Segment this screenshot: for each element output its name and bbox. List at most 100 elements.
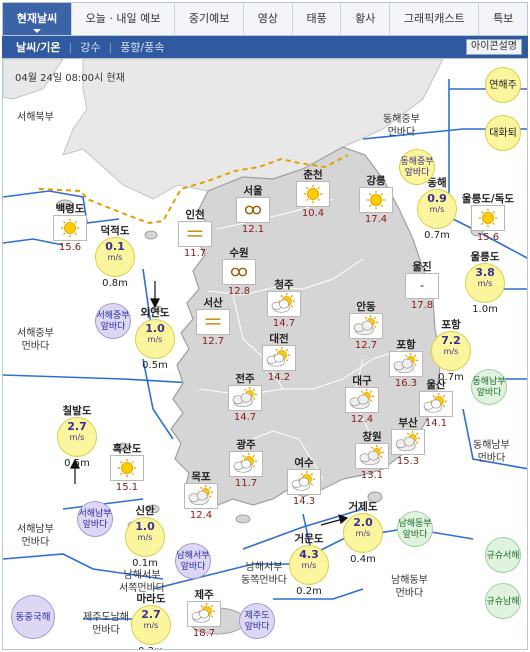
warning-line: 동해중부 xyxy=(400,157,434,167)
city-temperature: 14.2 xyxy=(267,372,291,383)
sea-label-line: 먼바다 xyxy=(477,453,506,464)
city-name: 서산 xyxy=(203,297,223,309)
wave-buoy-icon: 1.0 m/s xyxy=(135,319,175,359)
city-temperature: 15.6 xyxy=(476,232,500,243)
sea-label-line: 먼바다 xyxy=(387,127,416,138)
sea-label-line: 먼바다 xyxy=(92,625,120,636)
weather-yellow-dust-icon xyxy=(236,197,270,223)
warning-south-west-coast[interactable]: 남해서부 앞바다 xyxy=(175,543,211,579)
wave-height: 0.2m xyxy=(296,586,322,597)
weather-sunny-icon xyxy=(471,205,505,231)
city-name: 여수 xyxy=(294,457,314,469)
warning-line: 동해남부 xyxy=(472,377,506,387)
weather-haze-icon xyxy=(178,221,212,247)
wave-buoy-icon: 0.1 m/s xyxy=(95,237,135,277)
subtab-separator: | xyxy=(108,40,113,54)
wind-speed: 7.2 xyxy=(441,334,461,347)
wind-speed-unit: m/s xyxy=(147,335,163,344)
tab-mid-forecast[interactable]: 중기예보 xyxy=(175,3,245,35)
city-temperature: 11.7 xyxy=(234,478,258,489)
weather-partly-cloudy-icon xyxy=(262,345,296,371)
button-east-china-sea[interactable]: 동중국해 xyxy=(11,595,55,639)
sea-label-line: 남해서부 xyxy=(245,562,283,573)
warning-line: 앞바다 xyxy=(82,520,108,530)
wind-speed-unit: m/s xyxy=(355,529,371,538)
sea-label-line: 먼바다 xyxy=(21,341,50,352)
warning-yellow-central-coast[interactable]: 서해중부 앞바다 xyxy=(95,303,131,339)
sea-label-line: 동쪽먼바다 xyxy=(241,575,287,586)
weather-partly-cloudy-icon xyxy=(187,601,221,627)
city-name: 울진 xyxy=(412,261,432,273)
sub-tabs: 날씨/기온 | 강수 | 풍향/풍속 아이콘설명 xyxy=(2,36,528,58)
city-name: 창원 xyxy=(362,431,382,443)
svg-text:-: - xyxy=(420,279,424,293)
tab-yellow-dust[interactable]: 황사 xyxy=(341,3,391,35)
subtab-rain[interactable]: 강수 xyxy=(80,41,101,54)
map-base xyxy=(3,59,527,635)
city-name: 백령도 xyxy=(55,203,85,215)
sea-label-line: 먼바다 xyxy=(21,537,50,548)
wind-arrows xyxy=(70,281,349,526)
city-temperature: 15.6 xyxy=(58,242,82,253)
weather-sunny-icon xyxy=(53,215,87,241)
wind-speed: 3.8 xyxy=(475,266,495,279)
tab-video[interactable]: 영상 xyxy=(244,3,293,35)
wind-speed: 2.7 xyxy=(67,420,87,433)
button-east-sea-primorye[interactable]: 연해주 xyxy=(485,67,521,103)
dmz-line xyxy=(38,154,349,225)
sea-label-east-south: 동해남부 먼바다 xyxy=(473,439,510,465)
tab-graphic-cast[interactable]: 그래픽캐스트 xyxy=(390,3,480,35)
button-yamato-bank[interactable]: 대화퇴 xyxy=(485,115,521,151)
warning-east-central-coast[interactable]: 동해중부 앞바다 xyxy=(399,149,435,185)
weather-sunny-icon xyxy=(359,187,393,213)
wave-buoy-icon: 1.0 m/s xyxy=(125,517,165,557)
city-name: 전주 xyxy=(235,373,255,385)
city-temperature: 16.3 xyxy=(394,378,418,389)
warning-jeju-coast[interactable]: 제주도 앞바다 xyxy=(239,603,275,639)
subtab-weather-temp[interactable]: 날씨/기온 xyxy=(16,41,61,54)
wave-height: 0.8m xyxy=(102,278,128,289)
city-temperature: 10.4 xyxy=(301,208,325,219)
tab-today-tomorrow[interactable]: 오늘 · 내일 예보 xyxy=(72,3,176,35)
city-temperature: 12.4 xyxy=(350,414,374,425)
warning-south-east-coast[interactable]: 남해동부 앞바다 xyxy=(397,511,433,547)
sea-label-yellow-south: 서해남부 먼바다 xyxy=(17,523,54,549)
buoy-name: 덕적도 xyxy=(100,225,130,237)
sea-label-line: 먼바다 xyxy=(395,588,424,599)
city-name: 울산 xyxy=(426,379,446,391)
tab-special-report[interactable]: 특보 xyxy=(493,12,514,25)
button-kyushu-south[interactable]: 규슈남해 xyxy=(485,583,521,619)
weather-mostly-cloudy-icon xyxy=(349,313,383,339)
buoy-name: 울릉도 xyxy=(470,251,500,263)
wind-speed: 4.3 xyxy=(299,548,319,561)
button-kyushu-west[interactable]: 규슈서해 xyxy=(485,537,521,573)
tab-current-weather[interactable]: 현재날씨 xyxy=(3,3,72,35)
icon-help-button[interactable]: 아이콘설명 xyxy=(466,39,522,55)
city-temperature: 12.1 xyxy=(241,224,265,235)
weather-partly-cloudy-icon xyxy=(419,391,453,417)
wave-height: 1.0m xyxy=(472,304,498,315)
tab-typhoon[interactable]: 태풍 xyxy=(293,3,342,35)
sea-label-south-east: 남해동부 먼바다 xyxy=(391,574,428,600)
sea-label-line: 남해동부 xyxy=(391,575,428,586)
subtab-separator: | xyxy=(68,40,73,54)
wind-speed: 0.1 xyxy=(105,240,125,253)
wind-speed-unit: m/s xyxy=(137,533,153,542)
sea-label-line: 동해중부 xyxy=(383,114,420,125)
wave-height: 0.4m xyxy=(350,554,376,565)
subtab-wind[interactable]: 풍향/풍속 xyxy=(120,41,165,54)
weather-no-data-icon: - xyxy=(405,273,439,299)
weather-mostly-cloudy-icon xyxy=(345,387,379,413)
wave-buoy-icon: 0.9 m/s xyxy=(417,189,457,229)
warning-line: 앞바다 xyxy=(244,622,270,632)
weather-haze-icon xyxy=(196,309,230,335)
weather-yellow-dust-icon xyxy=(222,259,256,285)
city-name: 제주 xyxy=(194,589,214,601)
wave-height: 0.7m xyxy=(438,372,464,383)
observation-time: 04월 24일 08:00시 현재 xyxy=(15,73,125,84)
buoy-name: 포항 xyxy=(441,319,461,331)
wave-buoy-icon: 2.7 m/s xyxy=(57,417,97,457)
warning-east-south-coast[interactable]: 동해남부 앞바다 xyxy=(471,369,507,405)
warning-yellow-south-coast[interactable]: 서해남부 앞바다 xyxy=(77,501,113,537)
wave-buoy-icon: 7.2 m/s xyxy=(431,331,471,371)
